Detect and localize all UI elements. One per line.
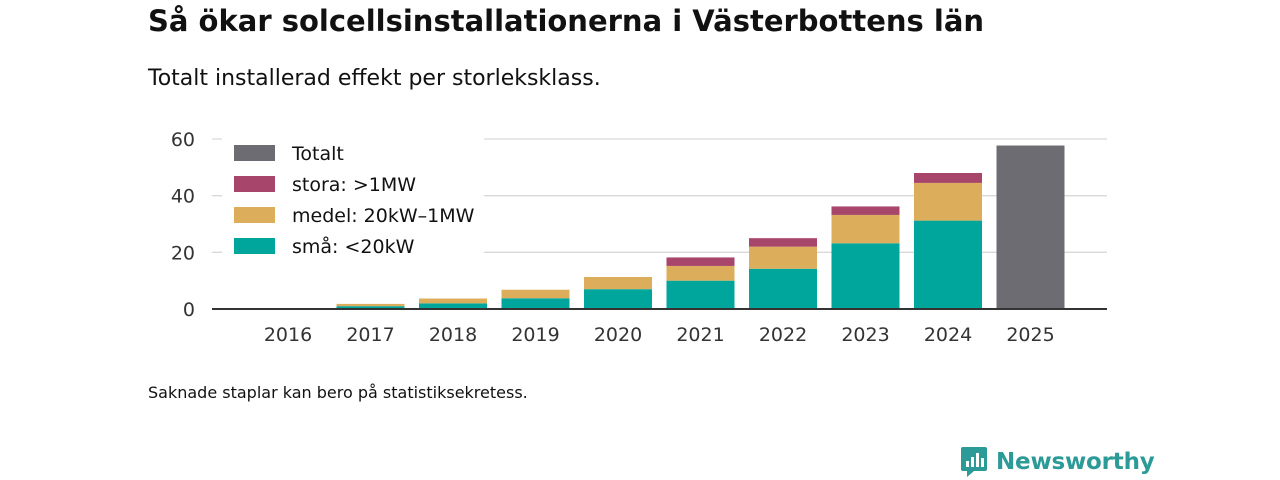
bar-medium-2021 — [666, 265, 735, 281]
footnote: Saknade staplar kan bero på statistiksek… — [148, 383, 528, 402]
legend-label-small: små: <20kW — [292, 235, 415, 258]
bar-medium-2022 — [749, 246, 817, 269]
bar-small-2021 — [666, 280, 735, 309]
x-tick-label: 2021 — [676, 324, 724, 346]
brand-name: Newsworthy — [996, 449, 1155, 475]
chart-title: Så ökar solcellsinstallationerna i Väste… — [148, 4, 985, 38]
x-tick-label: 2019 — [511, 324, 559, 346]
legend-label-total: Totalt — [291, 143, 344, 165]
x-tick-label: 2016 — [264, 324, 312, 346]
newsworthy-logo-icon — [961, 447, 987, 477]
y-tick-label: 60 — [171, 129, 195, 151]
bar-total-2025 — [996, 145, 1065, 309]
brand-logo: Newsworthy — [960, 446, 1155, 478]
legend-swatch-total — [234, 145, 275, 161]
bar-medium-2017 — [336, 303, 405, 307]
bar-small-2017 — [336, 306, 405, 309]
bar-medium-2018 — [419, 298, 487, 304]
bar-small-2022 — [749, 268, 817, 309]
bar-medium-2023 — [831, 214, 900, 244]
bar-large-2021 — [666, 257, 735, 266]
chart-subtitle: Totalt installerad effekt per storlekskl… — [148, 66, 601, 91]
bar-small-2020 — [584, 289, 652, 309]
bar-medium-2024 — [914, 182, 982, 221]
x-tick-label: 2025 — [1006, 324, 1054, 346]
bar-large-2022 — [749, 238, 817, 247]
legend-swatch-medium — [234, 207, 275, 223]
bar-small-2018 — [419, 303, 487, 309]
y-tick-label: 20 — [171, 242, 195, 264]
legend-label-medium: medel: 20kW–1MW — [292, 205, 475, 227]
bar-medium-2020 — [584, 276, 652, 290]
x-tick-label: 2022 — [759, 324, 807, 346]
bar-medium-2019 — [501, 289, 570, 299]
x-tick-label: 2018 — [429, 324, 477, 346]
y-tick-label: 40 — [171, 186, 195, 208]
legend-swatch-small — [234, 238, 275, 254]
bar-large-2024 — [914, 173, 982, 183]
y-tick-label: 0 — [183, 299, 195, 321]
legend-swatch-large — [234, 176, 275, 192]
x-tick-label: 2017 — [346, 324, 394, 346]
bar-chart: 0 20 40 60 2016 2017 2018 2019 2020 2021 2022 2023 2… — [171, 129, 1107, 346]
bar-small-2019 — [501, 298, 570, 309]
bar-small-2023 — [831, 243, 900, 309]
bar-large-2023 — [831, 206, 900, 215]
legend-label-large: stora: >1MW — [292, 174, 416, 196]
x-tick-label: 2020 — [594, 324, 642, 346]
bar-small-2024 — [914, 220, 982, 309]
x-tick-label: 2024 — [924, 324, 972, 346]
x-tick-label: 2023 — [841, 324, 889, 346]
